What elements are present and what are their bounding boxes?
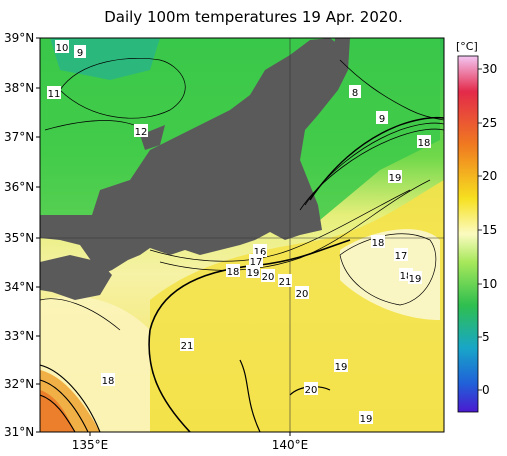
lat-label: 35°N (4, 231, 35, 245)
contour-label: 21 (278, 274, 292, 288)
contour-label: 16 (253, 244, 267, 258)
svg-text:18: 18 (418, 138, 431, 149)
svg-text:20: 20 (262, 272, 275, 283)
lat-label: 31°N (4, 425, 35, 439)
axis-ticks (36, 37, 291, 436)
svg-text:17: 17 (250, 257, 263, 268)
contour-label: 9 (376, 111, 388, 125)
svg-text:19: 19 (335, 362, 348, 373)
colorbar-tick: 15 (482, 223, 498, 237)
lon-label: 140°E (271, 438, 309, 452)
land-shikoku (40, 255, 112, 300)
contour-label: 20 (295, 286, 309, 300)
contour-label: 20 (261, 269, 275, 283)
svg-text:19: 19 (409, 274, 422, 285)
svg-text:18: 18 (400, 271, 413, 282)
sea-temperature-field (40, 38, 444, 432)
colorbar-tick: 25 (482, 116, 498, 130)
contour-label: 11 (47, 86, 61, 100)
lat-label: 37°N (4, 130, 35, 144)
contour-label: 18 (101, 373, 115, 387)
colorbar-tick: 10 (482, 277, 498, 291)
svg-text:9: 9 (77, 48, 83, 59)
contour-label: 19 (408, 271, 422, 285)
contour-label: 19 (388, 170, 402, 184)
contour-label: 19 (334, 359, 348, 373)
svg-text:21: 21 (181, 341, 194, 352)
contour-label: 17 (394, 248, 408, 262)
svg-text:8: 8 (352, 88, 358, 99)
contour-label: 18 (371, 235, 385, 249)
svg-text:21: 21 (279, 277, 292, 288)
colorbar-tick: 5 (482, 330, 490, 344)
colorbar-unit: [°C] (456, 40, 478, 53)
contour-label: 18 (226, 264, 240, 278)
contour-label: 21 (180, 338, 194, 352)
contour-label: 20 (304, 382, 318, 396)
lat-label: 32°N (4, 377, 35, 391)
svg-text:17: 17 (395, 251, 408, 262)
svg-text:10: 10 (56, 43, 69, 54)
contour-label: 8 (349, 85, 361, 99)
lat-label: 39°N (4, 31, 35, 45)
svg-text:11: 11 (48, 89, 61, 100)
contour-label: 18 (417, 135, 431, 149)
contour-label: 10 (55, 40, 69, 54)
colorbar (457, 55, 482, 413)
contour-label: 19 (359, 411, 373, 425)
colorbar-tick: 20 (482, 169, 498, 183)
svg-text:18: 18 (227, 267, 240, 278)
lat-label: 38°N (4, 81, 35, 95)
map-frame (39, 37, 445, 433)
contour-label: 9 (74, 45, 86, 59)
colorbar-tick: 0 (482, 383, 490, 397)
svg-text:9: 9 (379, 114, 385, 125)
lon-label: 135°E (71, 438, 109, 452)
svg-text:18: 18 (102, 376, 115, 387)
lat-label: 36°N (4, 180, 35, 194)
svg-text:18: 18 (372, 238, 385, 249)
svg-text:20: 20 (296, 289, 309, 300)
lat-label: 33°N (4, 329, 35, 343)
svg-text:19: 19 (360, 414, 373, 425)
contour-label: 19 (246, 265, 260, 279)
colorbar-tick: 30 (482, 62, 498, 76)
svg-text:19: 19 (389, 173, 402, 184)
land-honshu (40, 38, 345, 275)
contour-label: 17 (249, 254, 263, 268)
contour-label: 12 (134, 124, 148, 138)
svg-text:16: 16 (254, 247, 267, 258)
lat-label: 34°N (4, 280, 35, 294)
svg-text:19: 19 (247, 268, 260, 279)
map-title: Daily 100m temperatures 19 Apr. 2020. (104, 8, 403, 26)
svg-text:20: 20 (305, 385, 318, 396)
svg-text:12: 12 (135, 127, 148, 138)
contour-labels: 10 9 11 12 8 9 18 19 18 17 18 19 16 17 1… (47, 40, 431, 425)
